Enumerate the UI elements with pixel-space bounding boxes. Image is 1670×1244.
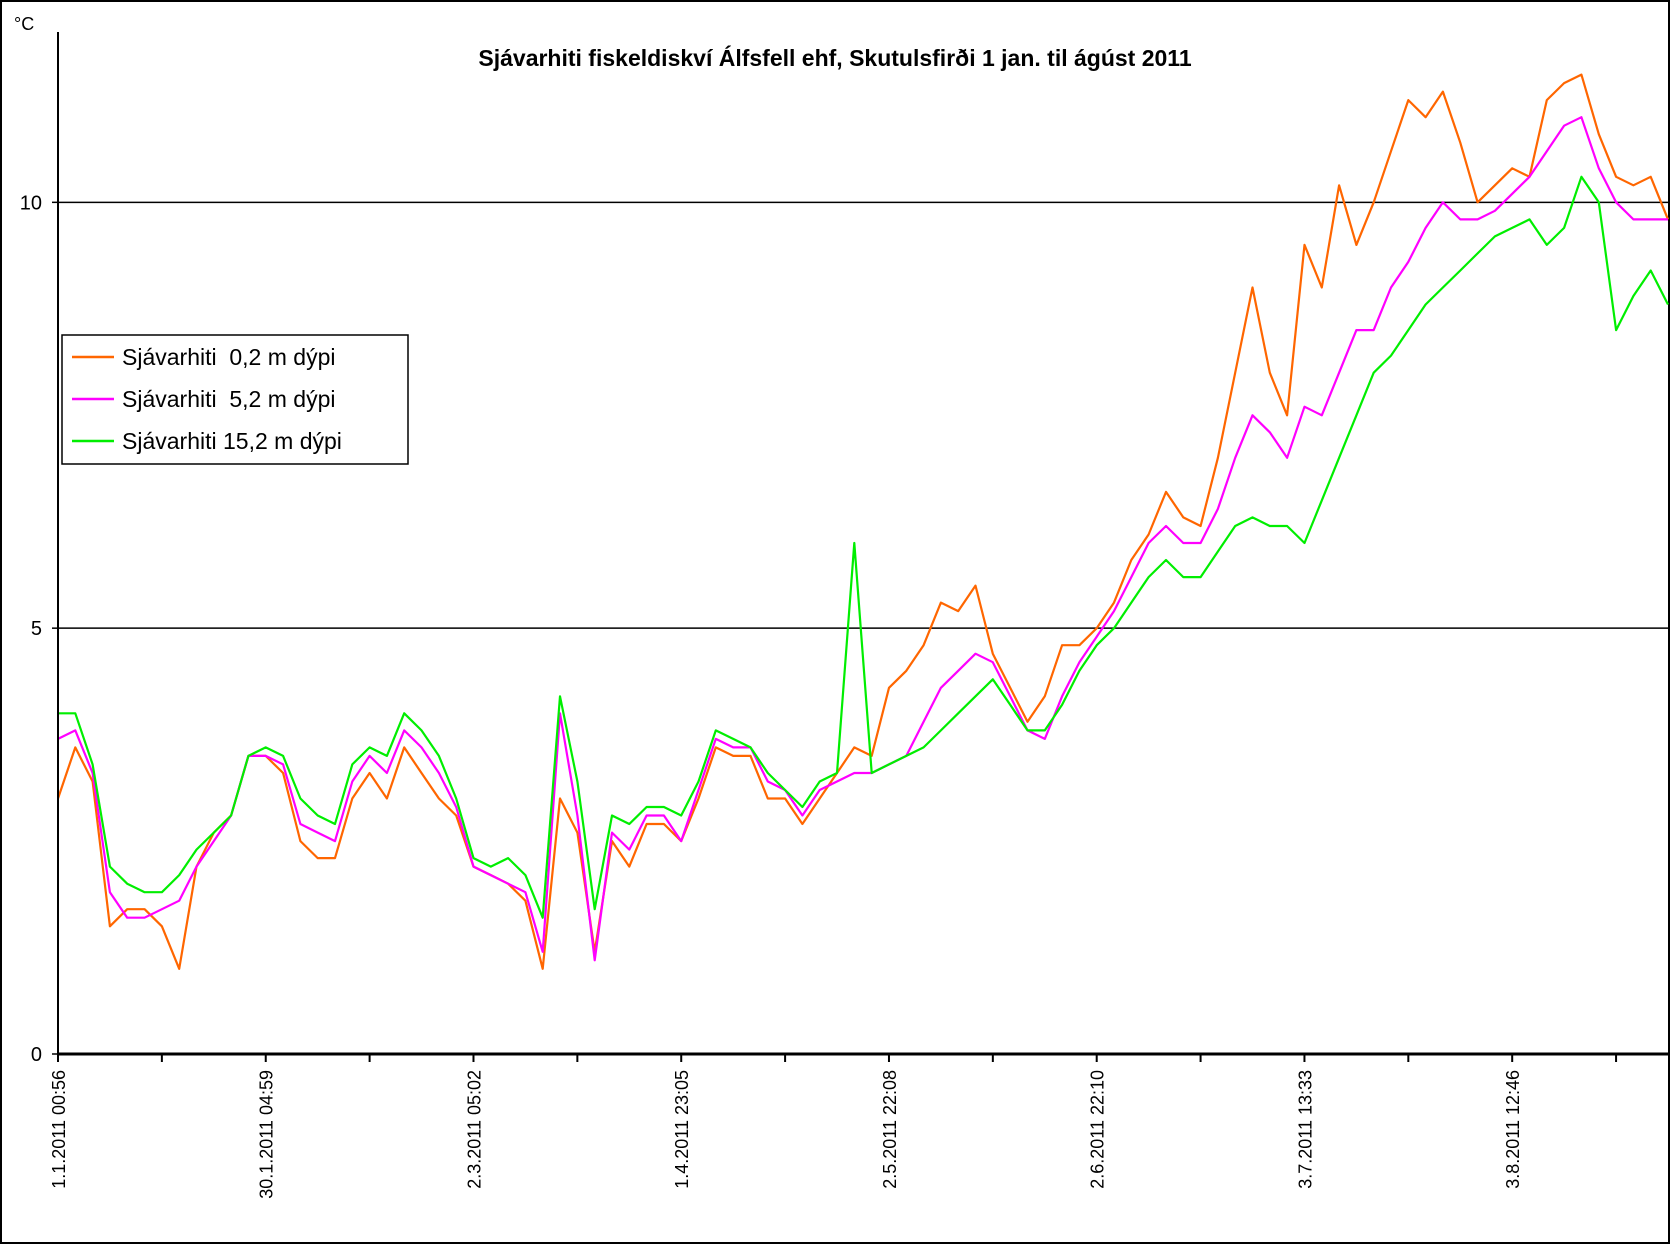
y-tick-label: 5 xyxy=(31,618,42,640)
x-tick-label: 3.7.2011 13:33 xyxy=(1295,1070,1315,1189)
legend-label: Sjávarhiti 0,2 m dýpi xyxy=(122,344,335,370)
chart-title: Sjávarhiti fiskeldiskví Álfsfell ehf, Sk… xyxy=(478,44,1191,71)
series-line xyxy=(56,73,1670,970)
legend-label: Sjávarhiti 5,2 m dýpi xyxy=(122,386,335,412)
x-tick-label: 3.8.2011 12:46 xyxy=(1503,1070,1523,1189)
x-tick-label: 2.3.2011 05:02 xyxy=(464,1070,484,1189)
x-tick-label: 1.1.2011 00:56 xyxy=(49,1070,69,1189)
legend: Sjávarhiti 0,2 m dýpi Sjávarhiti 5,2 m dý… xyxy=(61,334,409,465)
series-line xyxy=(57,116,1668,962)
legend-box xyxy=(61,334,409,465)
y-tick-label: 10 xyxy=(20,192,42,214)
y-axis-label: °C xyxy=(14,14,34,34)
x-tick-label: 2.6.2011 22:10 xyxy=(1088,1070,1108,1189)
x-tick-label: 30.1.2011 04:59 xyxy=(257,1070,277,1199)
series-line xyxy=(58,175,1669,919)
x-tick-label: 1.4.2011 23:05 xyxy=(672,1070,692,1189)
y-tick-label: 0 xyxy=(31,1044,42,1066)
x-tick-label: 2.5.2011 22:08 xyxy=(880,1070,900,1189)
legend-label: Sjávarhiti 15,2 m dýpi xyxy=(122,428,342,454)
